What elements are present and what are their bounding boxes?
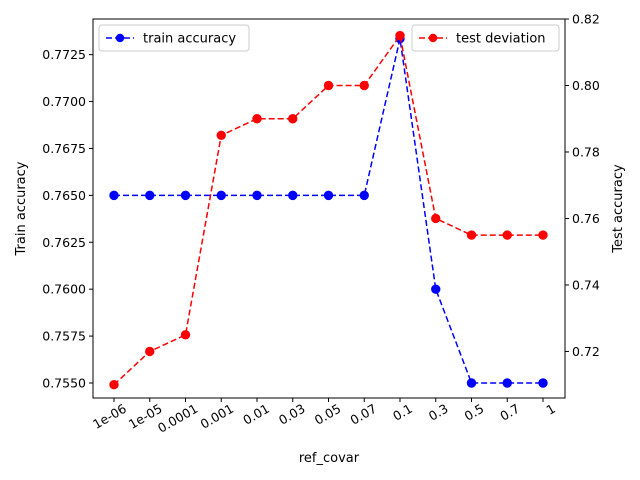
series-2-point: [216, 130, 226, 141]
series-1-point: [180, 190, 191, 201]
x-tick-label: 0.3: [426, 401, 451, 424]
legend-label: test deviation: [456, 32, 546, 47]
series-1-point: [252, 190, 262, 201]
series-1-point: [323, 190, 334, 201]
series-2-point: [395, 30, 405, 41]
x-tick-label: 0.01: [240, 401, 272, 428]
series-2-point: [502, 230, 512, 240]
series-2-point: [145, 346, 155, 357]
legend-box: [411, 24, 560, 52]
series-2-point: [466, 230, 477, 240]
series-1-point: [216, 190, 226, 201]
x-tick-label: 0.0001: [155, 401, 200, 436]
plot-background: [93, 19, 565, 398]
x-tick-label: 0.03: [276, 401, 308, 428]
y-left-tick-label: 0.7650: [42, 188, 86, 203]
y-right-tick-label: 0.78: [572, 144, 600, 159]
legend-marker: [428, 33, 438, 43]
y-right-tick-label: 0.80: [572, 78, 600, 93]
x-tick-label: 0.07: [348, 401, 380, 428]
legend-1: train accuracy: [98, 24, 250, 52]
legend-2: test deviation: [411, 24, 560, 52]
y-left-tick-label: 0.7600: [42, 282, 86, 297]
y-right-tick-label: 0.76: [572, 211, 600, 226]
series-2-point: [288, 114, 298, 124]
labels-layer: ref_covar Train accuracy Test accuracy: [14, 161, 626, 466]
x-tick-label: 0.7: [497, 401, 522, 424]
x-tick-label: 0.5: [462, 401, 487, 424]
series-2-point: [538, 230, 548, 240]
y-left-tick-label: 0.7725: [42, 47, 86, 62]
legend-layer: train accuracy test deviation: [98, 24, 560, 52]
series-2-point: [359, 80, 369, 91]
series-1-point: [109, 190, 119, 201]
y-right-tick-label: 0.82: [572, 12, 600, 27]
series-1-point: [466, 378, 477, 388]
plot-area: [93, 19, 565, 398]
y-left-tick-label: 0.7550: [42, 375, 86, 390]
legend-marker: [115, 33, 125, 43]
x-tick-label: 0.1: [390, 401, 415, 424]
series-2-point: [252, 114, 262, 124]
y-right-tick-label: 0.74: [572, 277, 600, 292]
y-axis-left-label: Train accuracy: [14, 161, 29, 256]
x-tick-label: 1: [544, 401, 558, 418]
legend-box: [98, 24, 250, 52]
series-layer: [109, 30, 548, 390]
y-left-tick-label: 0.7575: [42, 329, 86, 344]
x-tick-label: 0.001: [198, 401, 237, 432]
x-tick-label: 0.05: [312, 401, 344, 428]
series-2-point: [323, 80, 334, 91]
series-1-point: [502, 378, 512, 388]
series-1-point: [359, 190, 369, 201]
series-2-point: [431, 213, 441, 224]
y-left-tick-label: 0.7625: [42, 235, 86, 250]
legend-label: train accuracy: [143, 32, 236, 47]
series-2-point: [180, 330, 191, 340]
series-1-point: [145, 190, 155, 201]
series-1-point: [538, 378, 548, 388]
series-2-point: [109, 380, 119, 390]
x-axis-label: ref_covar: [299, 451, 360, 466]
series-1-point: [431, 284, 441, 294]
series-1-point: [288, 190, 298, 201]
y-axis-right-label: Test accuracy: [611, 164, 626, 254]
y-right-tick-label: 0.72: [572, 344, 600, 359]
y-left-tick-label: 0.7675: [42, 141, 86, 156]
x-tick-label: 1e-06: [90, 401, 129, 432]
y-left-tick-label: 0.7700: [42, 94, 86, 109]
